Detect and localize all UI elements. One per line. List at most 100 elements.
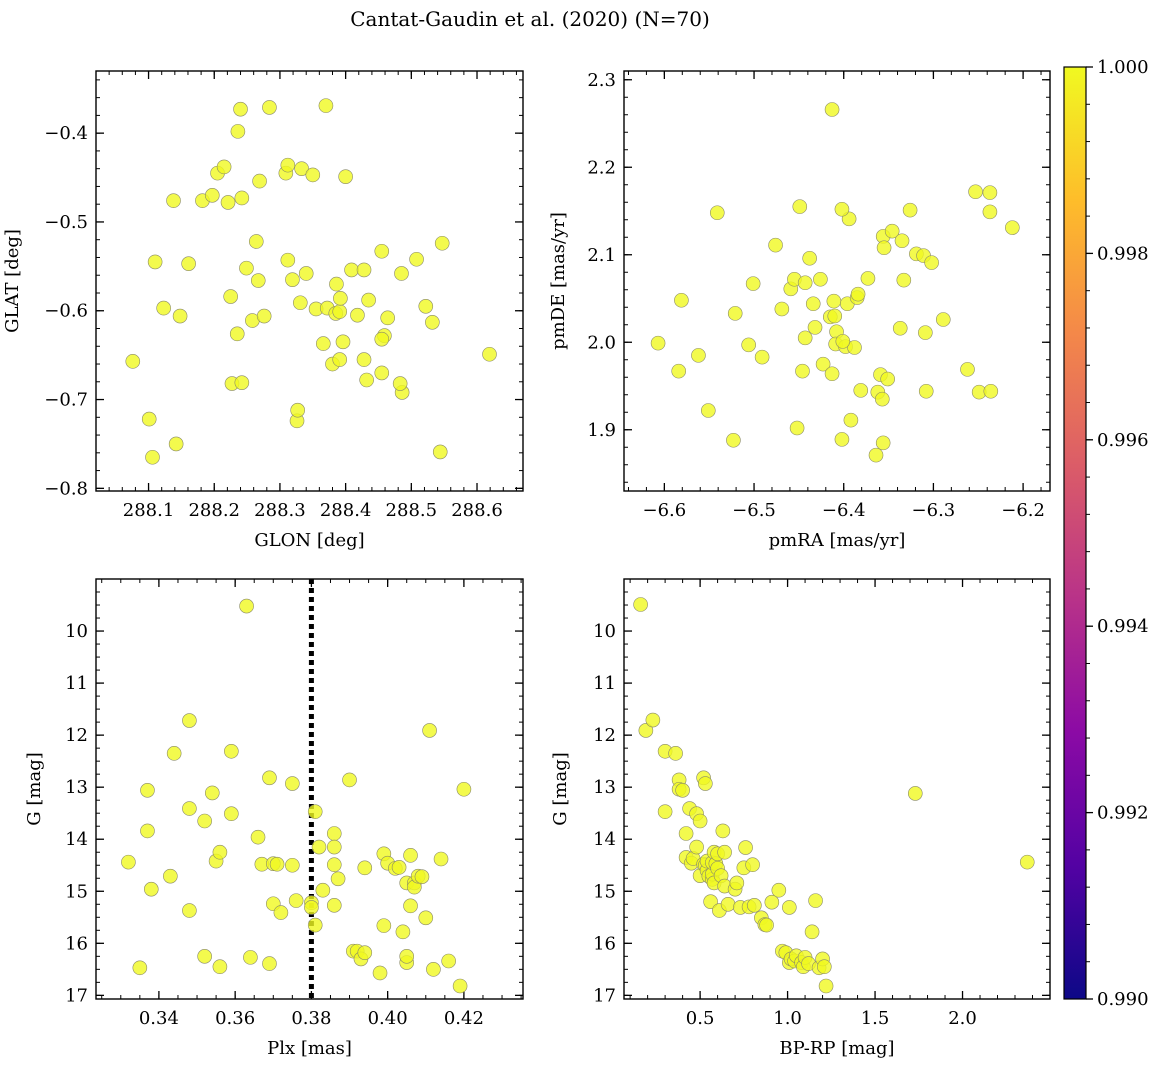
y-axis-label: GLAT [deg] xyxy=(2,229,23,333)
data-point xyxy=(824,102,840,117)
data-point xyxy=(745,857,760,873)
data-point xyxy=(280,252,296,268)
figure-title: Cantat-Gaudin et al. (2020) (N=70) xyxy=(350,7,710,31)
x-tick-label: 0.34 xyxy=(139,1008,179,1029)
data-point xyxy=(678,826,694,841)
data-point xyxy=(248,234,264,249)
data-point xyxy=(789,420,805,436)
data-point xyxy=(304,900,319,915)
data-point xyxy=(759,917,774,933)
y-axis-label: pmDE [mas/yr] xyxy=(548,212,569,350)
data-point xyxy=(204,188,220,203)
data-point xyxy=(797,275,813,291)
data-point xyxy=(633,597,648,612)
data-point xyxy=(315,336,331,351)
data-point xyxy=(894,233,910,249)
data-point xyxy=(426,962,441,977)
y-tick-label: 2.3 xyxy=(587,70,616,91)
data-point xyxy=(216,159,232,175)
data-point xyxy=(808,893,823,908)
y-tick-label: 13 xyxy=(65,777,88,798)
data-point xyxy=(333,291,348,306)
data-point xyxy=(896,272,912,288)
data-point xyxy=(285,857,300,873)
y-tick-label: −0.7 xyxy=(44,390,88,411)
data-point xyxy=(409,251,424,267)
data-point xyxy=(307,917,323,933)
data-point xyxy=(422,723,437,738)
data-point xyxy=(834,201,850,217)
scatter-points xyxy=(125,98,497,465)
axes-frame xyxy=(95,70,524,492)
data-point xyxy=(709,205,725,221)
data-point xyxy=(982,204,998,220)
data-point xyxy=(650,335,666,351)
colorbar-tick-label: 0.992 xyxy=(1097,803,1149,824)
x-tick-label: 0.38 xyxy=(291,1008,331,1029)
colorbar-bar xyxy=(1063,66,1087,1000)
data-point xyxy=(880,371,895,387)
data-point xyxy=(826,293,842,309)
data-point xyxy=(391,860,407,875)
data-point xyxy=(197,949,212,964)
x-tick-label: 0.5 xyxy=(686,1008,715,1029)
data-point xyxy=(359,372,374,388)
data-point xyxy=(315,882,331,898)
data-point xyxy=(181,256,196,271)
data-point xyxy=(298,266,314,281)
data-point xyxy=(782,900,797,915)
data-point xyxy=(804,924,820,940)
y-tick-label: 16 xyxy=(593,933,616,954)
data-point xyxy=(638,723,654,738)
panel-pmra-pmde: −6.6 −6.5 −6.4 −6.3 −6.2 1.9 2.0 2.1 2.2 2.3 pmRA … xyxy=(548,70,1051,551)
data-point xyxy=(715,823,731,839)
y-tick-label: 17 xyxy=(65,985,88,1006)
data-point xyxy=(815,356,831,372)
data-point xyxy=(140,783,155,798)
x-tick-label: −6.4 xyxy=(822,500,866,521)
data-point xyxy=(764,894,780,910)
data-point xyxy=(645,712,661,728)
data-point xyxy=(774,301,790,317)
data-point xyxy=(452,978,468,994)
data-point xyxy=(827,308,843,324)
data-point xyxy=(318,98,334,113)
data-point xyxy=(853,383,869,398)
y-tick-label: −0.4 xyxy=(44,123,88,144)
y-tick-label: 10 xyxy=(593,621,616,642)
data-point xyxy=(824,366,840,382)
data-point xyxy=(771,882,787,898)
data-point xyxy=(229,326,245,342)
colorbar-tick-label: 0.996 xyxy=(1097,430,1149,451)
data-point xyxy=(394,266,409,281)
data-point xyxy=(262,956,277,971)
data-point xyxy=(239,260,254,276)
data-point xyxy=(290,402,305,418)
data-point xyxy=(968,184,983,200)
data-point xyxy=(269,856,285,872)
x-tick-label: 2.0 xyxy=(948,1008,977,1029)
data-point xyxy=(252,173,267,189)
data-point xyxy=(374,243,390,259)
data-point xyxy=(982,185,998,200)
data-point xyxy=(691,348,706,363)
data-point xyxy=(273,905,289,920)
data-point xyxy=(143,881,159,897)
major-ticks xyxy=(624,71,1050,491)
data-point xyxy=(850,286,866,302)
data-point xyxy=(668,746,683,761)
data-point xyxy=(902,202,918,218)
data-point xyxy=(376,918,392,933)
x-axis-label: pmRA [mas/yr] xyxy=(769,530,906,551)
x-tick-label: 0.36 xyxy=(215,1008,255,1029)
data-point xyxy=(357,860,373,876)
data-point xyxy=(907,786,923,801)
y-tick-label: −0.5 xyxy=(44,212,88,233)
data-point xyxy=(344,262,359,278)
data-point xyxy=(220,195,236,210)
data-point xyxy=(239,598,254,614)
y-tick-label: 15 xyxy=(65,881,88,902)
data-point xyxy=(233,101,248,117)
data-point xyxy=(197,813,212,829)
data-point xyxy=(182,713,197,728)
